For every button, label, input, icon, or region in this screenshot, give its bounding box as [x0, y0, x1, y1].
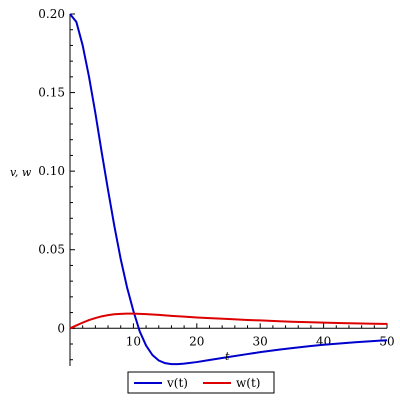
x-tick-label: 20 [189, 334, 204, 348]
y-axis-label: v, w [10, 166, 32, 179]
y-tick-label: 0.05 [38, 243, 65, 257]
legend-box [127, 371, 275, 394]
x-tick-label: 50 [379, 334, 394, 348]
y-tick-label: 0.10 [38, 164, 65, 178]
x-tick-label: 30 [253, 334, 268, 348]
legend: v(t) w(t) [127, 371, 275, 394]
legend-label-v: v(t) [166, 376, 188, 390]
legend-label-w: w(t) [236, 376, 260, 390]
x-tick-label: 10 [126, 334, 141, 348]
x-axis-label: t [225, 350, 230, 363]
series-lines [69, 13, 388, 366]
y-tick-label: 0 [57, 321, 65, 335]
series-line-v [69, 13, 388, 366]
axes [69, 14, 387, 366]
y-tick-label: 0.15 [38, 86, 65, 100]
y-tick-label: 0.20 [38, 7, 65, 21]
series-line-w [69, 312, 388, 330]
